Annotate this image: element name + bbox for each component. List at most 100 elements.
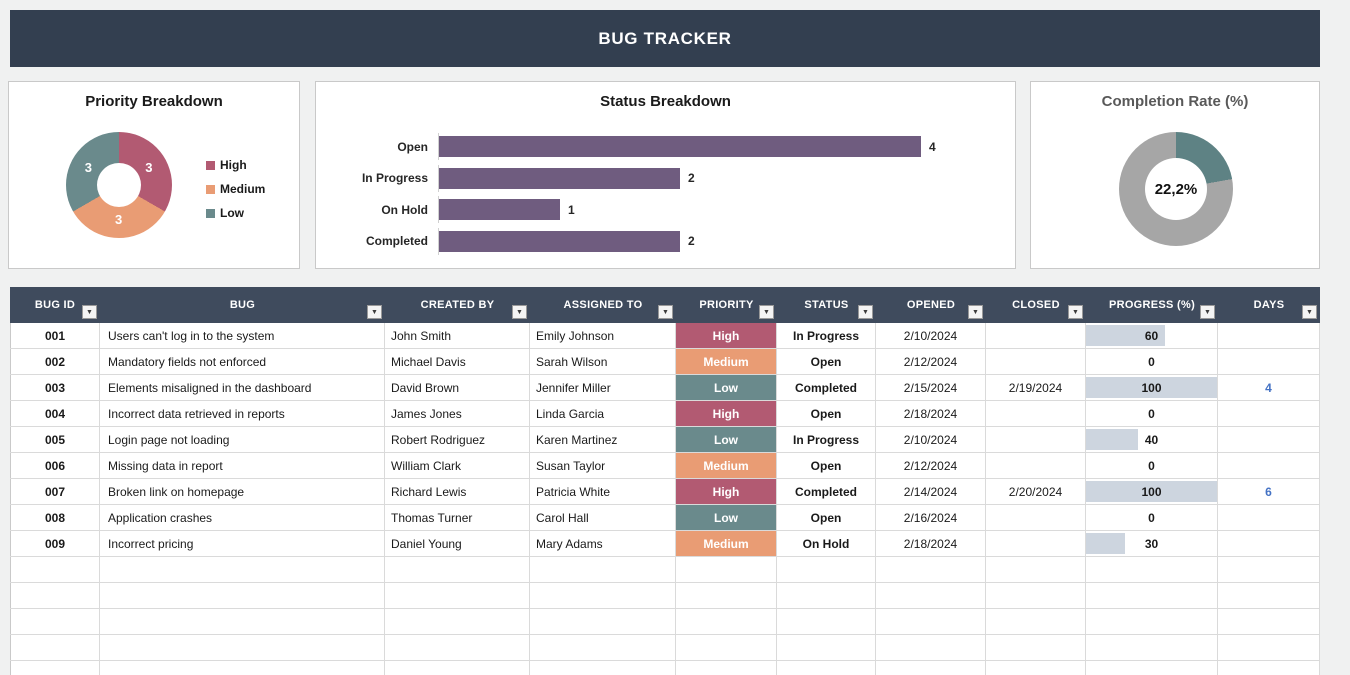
cell-opened[interactable]: 2/14/2024: [876, 479, 986, 504]
cell-progress[interactable]: 0: [1086, 401, 1218, 426]
cell-status[interactable]: On Hold: [777, 531, 876, 556]
cell-bug[interactable]: Users can't log in to the system: [100, 323, 385, 348]
cell-days[interactable]: [1218, 323, 1320, 348]
cell-bug[interactable]: Incorrect pricing: [100, 531, 385, 556]
cell-days[interactable]: [1218, 401, 1320, 426]
cell-bug[interactable]: [100, 635, 385, 660]
cell-bug[interactable]: [100, 609, 385, 634]
cell-days[interactable]: 6: [1218, 479, 1320, 504]
cell-bug[interactable]: Missing data in report: [100, 453, 385, 478]
cell-progress[interactable]: [1086, 635, 1218, 660]
cell-closed[interactable]: [986, 427, 1086, 452]
cell-created-by[interactable]: John Smith: [385, 323, 530, 348]
cell-id[interactable]: [10, 635, 100, 660]
cell-assigned-to[interactable]: Mary Adams: [530, 531, 676, 556]
cell-status[interactable]: Completed: [777, 375, 876, 400]
cell-assigned-to[interactable]: [530, 609, 676, 634]
cell-id[interactable]: 005: [10, 427, 100, 452]
cell-status[interactable]: [777, 635, 876, 660]
cell-opened[interactable]: [876, 557, 986, 582]
cell-days[interactable]: [1218, 531, 1320, 556]
cell-assigned-to[interactable]: [530, 583, 676, 608]
cell-opened[interactable]: 2/18/2024: [876, 401, 986, 426]
cell-bug[interactable]: Elements misaligned in the dashboard: [100, 375, 385, 400]
cell-opened[interactable]: [876, 635, 986, 660]
cell-priority[interactable]: Medium: [676, 453, 777, 478]
cell-id[interactable]: 001: [10, 323, 100, 348]
cell-priority[interactable]: [676, 609, 777, 634]
cell-priority[interactable]: Medium: [676, 349, 777, 374]
cell-closed[interactable]: 2/19/2024: [986, 375, 1086, 400]
cell-days[interactable]: [1218, 583, 1320, 608]
cell-days[interactable]: [1218, 635, 1320, 660]
cell-id[interactable]: 002: [10, 349, 100, 374]
cell-created-by[interactable]: David Brown: [385, 375, 530, 400]
cell-assigned-to[interactable]: Emily Johnson: [530, 323, 676, 348]
cell-id[interactable]: 009: [10, 531, 100, 556]
cell-id[interactable]: 003: [10, 375, 100, 400]
cell-progress[interactable]: 0: [1086, 453, 1218, 478]
cell-assigned-to[interactable]: Patricia White: [530, 479, 676, 504]
cell-status[interactable]: Open: [777, 505, 876, 530]
cell-opened[interactable]: 2/12/2024: [876, 453, 986, 478]
cell-priority[interactable]: High: [676, 323, 777, 348]
cell-status[interactable]: [777, 557, 876, 582]
cell-created-by[interactable]: Michael Davis: [385, 349, 530, 374]
cell-opened[interactable]: 2/16/2024: [876, 505, 986, 530]
cell-days[interactable]: [1218, 609, 1320, 634]
cell-id[interactable]: 007: [10, 479, 100, 504]
cell-bug[interactable]: Incorrect data retrieved in reports: [100, 401, 385, 426]
cell-id[interactable]: [10, 583, 100, 608]
filter-button-bug-id[interactable]: [82, 305, 97, 319]
filter-button-status[interactable]: [858, 305, 873, 319]
cell-status[interactable]: [777, 609, 876, 634]
cell-closed[interactable]: [986, 583, 1086, 608]
cell-priority[interactable]: [676, 661, 777, 675]
cell-priority[interactable]: High: [676, 479, 777, 504]
cell-bug[interactable]: Application crashes: [100, 505, 385, 530]
cell-closed[interactable]: [986, 349, 1086, 374]
cell-created-by[interactable]: [385, 557, 530, 582]
filter-button-opened[interactable]: [968, 305, 983, 319]
cell-opened[interactable]: 2/15/2024: [876, 375, 986, 400]
cell-progress[interactable]: [1086, 609, 1218, 634]
cell-closed[interactable]: [986, 401, 1086, 426]
cell-id[interactable]: 006: [10, 453, 100, 478]
cell-days[interactable]: [1218, 427, 1320, 452]
cell-bug[interactable]: [100, 583, 385, 608]
cell-closed[interactable]: [986, 505, 1086, 530]
cell-opened[interactable]: [876, 609, 986, 634]
cell-closed[interactable]: [986, 557, 1086, 582]
cell-priority[interactable]: High: [676, 401, 777, 426]
cell-status[interactable]: Open: [777, 453, 876, 478]
cell-progress[interactable]: [1086, 583, 1218, 608]
cell-id[interactable]: [10, 661, 100, 675]
cell-created-by[interactable]: Thomas Turner: [385, 505, 530, 530]
cell-bug[interactable]: [100, 557, 385, 582]
cell-progress[interactable]: 30: [1086, 531, 1218, 556]
cell-id[interactable]: 004: [10, 401, 100, 426]
cell-status[interactable]: In Progress: [777, 427, 876, 452]
cell-priority[interactable]: Low: [676, 375, 777, 400]
cell-bug[interactable]: [100, 661, 385, 675]
cell-assigned-to[interactable]: Linda Garcia: [530, 401, 676, 426]
cell-closed[interactable]: [986, 661, 1086, 675]
cell-days[interactable]: [1218, 349, 1320, 374]
cell-closed[interactable]: [986, 453, 1086, 478]
cell-progress[interactable]: 100: [1086, 479, 1218, 504]
cell-id[interactable]: [10, 609, 100, 634]
cell-opened[interactable]: 2/10/2024: [876, 323, 986, 348]
cell-created-by[interactable]: James Jones: [385, 401, 530, 426]
cell-created-by[interactable]: Richard Lewis: [385, 479, 530, 504]
filter-button-assigned-to[interactable]: [658, 305, 673, 319]
cell-assigned-to[interactable]: Susan Taylor: [530, 453, 676, 478]
cell-days[interactable]: [1218, 557, 1320, 582]
cell-closed[interactable]: [986, 609, 1086, 634]
cell-days[interactable]: [1218, 661, 1320, 675]
cell-created-by[interactable]: [385, 609, 530, 634]
cell-id[interactable]: 008: [10, 505, 100, 530]
cell-closed[interactable]: [986, 323, 1086, 348]
cell-closed[interactable]: [986, 531, 1086, 556]
cell-progress[interactable]: [1086, 557, 1218, 582]
cell-assigned-to[interactable]: Karen Martinez: [530, 427, 676, 452]
